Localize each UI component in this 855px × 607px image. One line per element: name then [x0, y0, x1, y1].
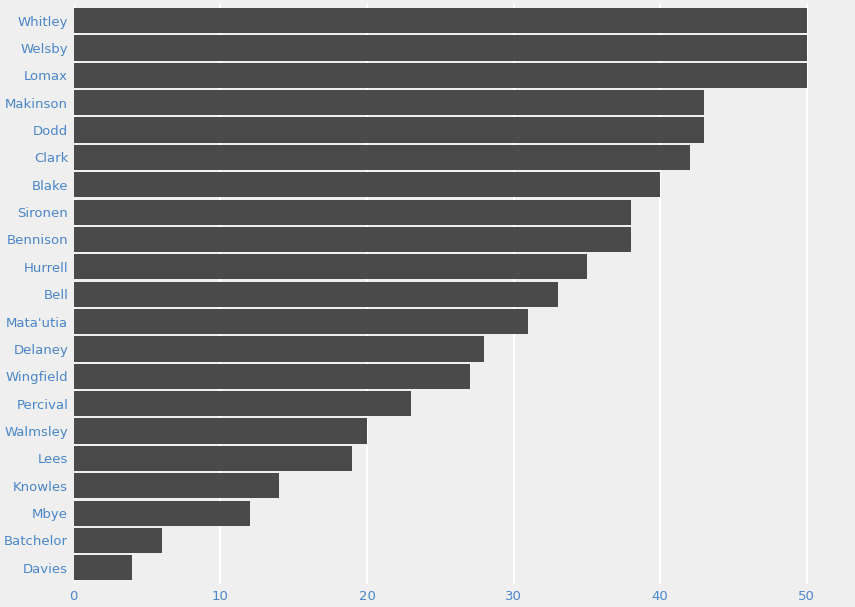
Bar [74, 418, 367, 444]
Bar [74, 200, 631, 225]
Bar [74, 172, 660, 197]
Bar [74, 473, 279, 498]
Bar [74, 117, 705, 143]
Bar [74, 391, 411, 416]
Bar [74, 254, 587, 279]
Bar [74, 336, 484, 362]
Bar [74, 555, 133, 580]
Bar [74, 364, 469, 389]
Bar [74, 8, 807, 33]
Bar [74, 227, 631, 252]
Bar [74, 63, 807, 88]
Bar [74, 145, 689, 170]
Bar [74, 90, 705, 115]
Bar [74, 35, 807, 61]
Bar [74, 528, 162, 553]
Bar [74, 282, 557, 307]
Bar [74, 309, 528, 334]
Bar [74, 446, 352, 471]
Bar [74, 501, 250, 526]
